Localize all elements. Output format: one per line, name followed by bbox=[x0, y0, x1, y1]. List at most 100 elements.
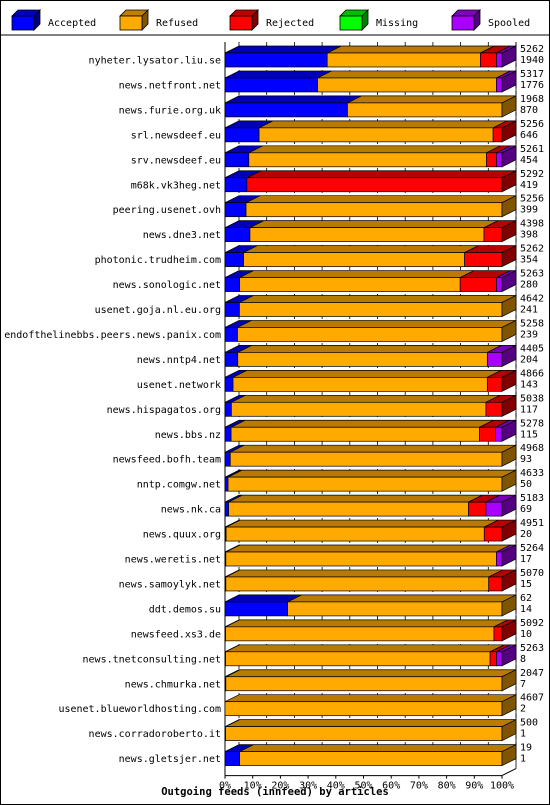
total-label: 5261 bbox=[520, 144, 544, 155]
legend-item-refused: Refused bbox=[119, 9, 198, 31]
bar-segment-top-refused bbox=[249, 220, 499, 228]
bar-segment-accepted bbox=[224, 401, 232, 417]
bar-segment-side-refused bbox=[501, 195, 517, 218]
bar-segment-side-refused bbox=[501, 469, 517, 492]
bar-segment-refused bbox=[249, 227, 485, 242]
bar-segment-top-refused bbox=[232, 370, 502, 378]
bar-segment-top-rejected bbox=[246, 170, 517, 179]
bar-segment-side-rejected bbox=[501, 170, 517, 193]
host-label: news.tnetconsulting.net bbox=[83, 654, 221, 665]
bar-segment-side-refused bbox=[501, 594, 517, 617]
bar-segment-refused bbox=[227, 476, 503, 492]
x-tick-label: 60% bbox=[382, 781, 400, 792]
bar-segment-refused bbox=[239, 277, 461, 292]
host-label: m68k.vk3heg.net bbox=[131, 180, 221, 191]
bar-segment-refused bbox=[326, 52, 481, 68]
bar-segment-refused bbox=[239, 751, 503, 766]
bar-segment-refused bbox=[347, 102, 503, 118]
host-label: news.nntp4.net bbox=[137, 355, 221, 366]
host-label: news.gletsjer.net bbox=[119, 754, 221, 765]
bar-segment-spooled bbox=[496, 551, 503, 567]
bar-segment-rejected bbox=[483, 227, 503, 242]
bar-segment-side-rejected bbox=[501, 619, 517, 642]
bar-row: endofthelinebbs.peers.news.panix.com 5258… bbox=[4, 318, 544, 343]
accepted-label: 1 bbox=[520, 754, 526, 765]
bar-segment-top-refused bbox=[245, 195, 517, 204]
total-label: 5070 bbox=[520, 568, 544, 579]
total-label: 5263 bbox=[520, 269, 544, 280]
total-label: 2047 bbox=[520, 668, 544, 679]
bar-segment-top-refused bbox=[225, 619, 509, 628]
legend: Accepted Refused Rejected Missing Spooled bbox=[11, 9, 530, 31]
total-label: 4405 bbox=[520, 343, 544, 354]
bar-segment-top-refused bbox=[228, 494, 483, 503]
bar-segment-spooled bbox=[496, 77, 503, 93]
bar-segment-accepted bbox=[224, 177, 248, 193]
accepted-label: 280 bbox=[520, 280, 538, 291]
legend-swatch-refused bbox=[119, 15, 143, 31]
total-label: 5264 bbox=[520, 543, 544, 554]
bar-segment-rejected bbox=[483, 526, 503, 542]
host-label: news.bbs.nz bbox=[155, 430, 221, 441]
bar-segment-top-refused bbox=[225, 644, 505, 653]
bar-segment-top-refused bbox=[224, 694, 517, 703]
bar-segment-refused bbox=[225, 576, 490, 592]
bar-segment-top-refused bbox=[225, 719, 517, 728]
legend-label-refused: Refused bbox=[156, 18, 198, 29]
total-label: 5183 bbox=[520, 493, 544, 504]
bar-segment-top-refused bbox=[327, 45, 495, 54]
bar-segment-side-rejected bbox=[501, 569, 517, 592]
accepted-label: 143 bbox=[520, 379, 538, 390]
total-label: 4951 bbox=[520, 518, 544, 529]
total-label: 4866 bbox=[520, 368, 544, 379]
total-label: 4633 bbox=[520, 468, 544, 479]
bar-segment-side-refused bbox=[501, 719, 517, 742]
total-label: 19 bbox=[520, 743, 532, 754]
bar-segment-spooled bbox=[485, 501, 503, 517]
host-label: news.chmurka.net bbox=[125, 679, 221, 690]
bar-segment-accepted bbox=[224, 451, 231, 467]
x-tick-label: 50% bbox=[354, 781, 372, 792]
bar-segment-side-spooled bbox=[501, 544, 517, 567]
accepted-label: 354 bbox=[520, 255, 538, 266]
bar-segment-accepted bbox=[224, 352, 239, 367]
bar-segment-rejected bbox=[468, 501, 487, 517]
bar-segment-side-rejected bbox=[501, 394, 517, 417]
bar-segment-top-refused bbox=[239, 295, 517, 303]
x-tick-label: 20% bbox=[271, 781, 289, 792]
bar-segment-top-refused bbox=[287, 594, 517, 603]
host-label: news.quux.org bbox=[143, 530, 221, 541]
host-label: news.sonologic.net bbox=[113, 280, 221, 291]
legend-label-rejected: Rejected bbox=[266, 18, 314, 29]
bar-segment-top-refused bbox=[243, 245, 479, 253]
bar-segment-side-rejected bbox=[501, 120, 517, 143]
total-label: 62 bbox=[520, 593, 532, 604]
bar-segment-top-refused bbox=[317, 70, 511, 79]
bar-segment-spooled bbox=[496, 52, 503, 68]
bar-segment-rejected bbox=[492, 127, 503, 143]
x-tick-label: 10% bbox=[244, 781, 262, 792]
total-label: 5263 bbox=[520, 643, 544, 654]
bar-segment-accepted bbox=[224, 302, 240, 317]
bar-segment-top-refused bbox=[258, 120, 508, 129]
total-label: 4607 bbox=[520, 693, 544, 704]
bar-segment-accepted bbox=[224, 227, 251, 242]
accepted-label: 398 bbox=[520, 230, 538, 241]
bar-segment-side-refused bbox=[501, 319, 517, 343]
bar-segment-side-spooled bbox=[501, 70, 517, 93]
accepted-label: 17 bbox=[520, 554, 532, 565]
bar-segment-side-spooled bbox=[501, 419, 517, 442]
bar-segment-accepted bbox=[224, 426, 232, 442]
legend-swatch-accepted bbox=[11, 15, 35, 31]
total-label: 4968 bbox=[520, 443, 544, 454]
accepted-label: 15 bbox=[520, 579, 532, 590]
x-tick-label: 100% bbox=[490, 781, 514, 792]
bar-segment-refused bbox=[287, 601, 503, 617]
legend-item-missing: Missing bbox=[339, 9, 418, 31]
